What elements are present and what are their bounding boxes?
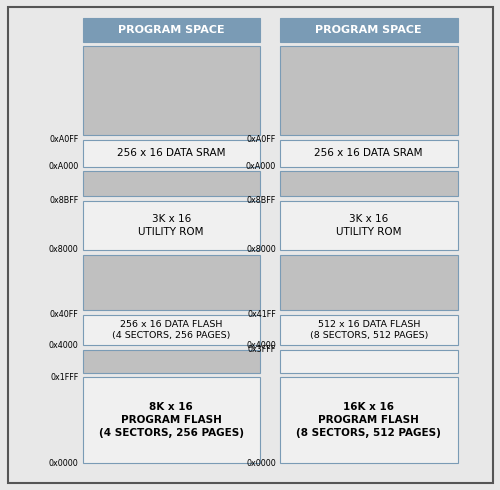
Text: 0xA0FF: 0xA0FF [247,135,276,144]
Text: 0x40FF: 0x40FF [50,310,78,319]
Text: 0x8BFF: 0x8BFF [49,196,78,205]
Text: 0xA000: 0xA000 [48,162,78,171]
FancyBboxPatch shape [82,46,260,135]
Text: 0x1FFF: 0x1FFF [50,373,78,382]
FancyBboxPatch shape [82,315,260,345]
Text: 0x4000: 0x4000 [49,341,78,350]
Text: 3K x 16
UTILITY ROM: 3K x 16 UTILITY ROM [138,214,204,237]
Text: 16K x 16
PROGRAM FLASH
(8 SECTORS, 512 PAGES): 16K x 16 PROGRAM FLASH (8 SECTORS, 512 P… [296,402,441,439]
Text: 0xA0FF: 0xA0FF [49,135,78,144]
FancyBboxPatch shape [280,46,458,135]
FancyBboxPatch shape [8,7,492,483]
FancyBboxPatch shape [280,172,458,196]
FancyBboxPatch shape [82,172,260,196]
Text: 0x0000: 0x0000 [246,459,276,467]
FancyBboxPatch shape [82,18,260,42]
Text: PROGRAM SPACE: PROGRAM SPACE [316,25,422,35]
FancyBboxPatch shape [82,255,260,310]
Text: 0x41FF: 0x41FF [247,310,276,319]
Text: 0x3FFF: 0x3FFF [248,345,276,354]
FancyBboxPatch shape [280,18,458,42]
FancyBboxPatch shape [82,350,260,373]
Text: 0xA000: 0xA000 [246,162,276,171]
Text: 0x0000: 0x0000 [49,459,78,467]
Text: 256 x 16 DATA FLASH
(4 SECTORS, 256 PAGES): 256 x 16 DATA FLASH (4 SECTORS, 256 PAGE… [112,319,230,341]
Text: PROGRAM SPACE: PROGRAM SPACE [118,25,224,35]
FancyBboxPatch shape [82,377,260,463]
Text: 0x8000: 0x8000 [246,245,276,254]
FancyBboxPatch shape [82,140,260,167]
FancyBboxPatch shape [280,255,458,310]
FancyBboxPatch shape [280,377,458,463]
Text: 0x8000: 0x8000 [49,245,78,254]
FancyBboxPatch shape [82,201,260,250]
FancyBboxPatch shape [280,350,458,373]
FancyBboxPatch shape [280,201,458,250]
Text: 3K x 16
UTILITY ROM: 3K x 16 UTILITY ROM [336,214,402,237]
Text: 256 x 16 DATA SRAM: 256 x 16 DATA SRAM [117,148,226,158]
Text: 512 x 16 DATA FLASH
(8 SECTORS, 512 PAGES): 512 x 16 DATA FLASH (8 SECTORS, 512 PAGE… [310,319,428,341]
Text: 256 x 16 DATA SRAM: 256 x 16 DATA SRAM [314,148,423,158]
Text: 8K x 16
PROGRAM FLASH
(4 SECTORS, 256 PAGES): 8K x 16 PROGRAM FLASH (4 SECTORS, 256 PA… [99,402,244,439]
FancyBboxPatch shape [280,315,458,345]
Text: 0x4000: 0x4000 [246,341,276,350]
Text: 0x8BFF: 0x8BFF [247,196,276,205]
FancyBboxPatch shape [280,140,458,167]
